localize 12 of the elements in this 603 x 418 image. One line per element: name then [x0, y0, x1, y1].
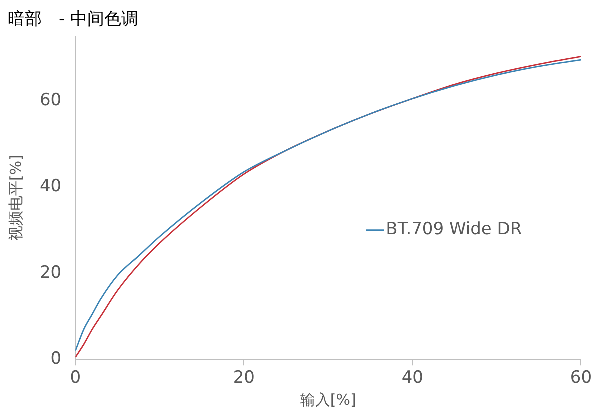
y-axis-title: 视频电平[%] — [6, 155, 25, 241]
x-axis-title: 输入[%] — [300, 390, 356, 409]
legend-label: BT.709 Wide DR — [386, 220, 522, 240]
x-tick-label: 0 — [70, 368, 82, 388]
y-tick-label: 40 — [40, 176, 62, 197]
y-tick-label: 20 — [40, 262, 62, 283]
x-tick-label: 20 — [233, 368, 255, 388]
x-tick-label: 40 — [402, 368, 424, 388]
chart-title: 暗部 - 中间色调 — [8, 10, 139, 30]
x-tick-label: 60 — [570, 368, 592, 388]
y-tick-label: 60 — [40, 90, 62, 110]
y-tick-label: 0 — [50, 349, 62, 370]
